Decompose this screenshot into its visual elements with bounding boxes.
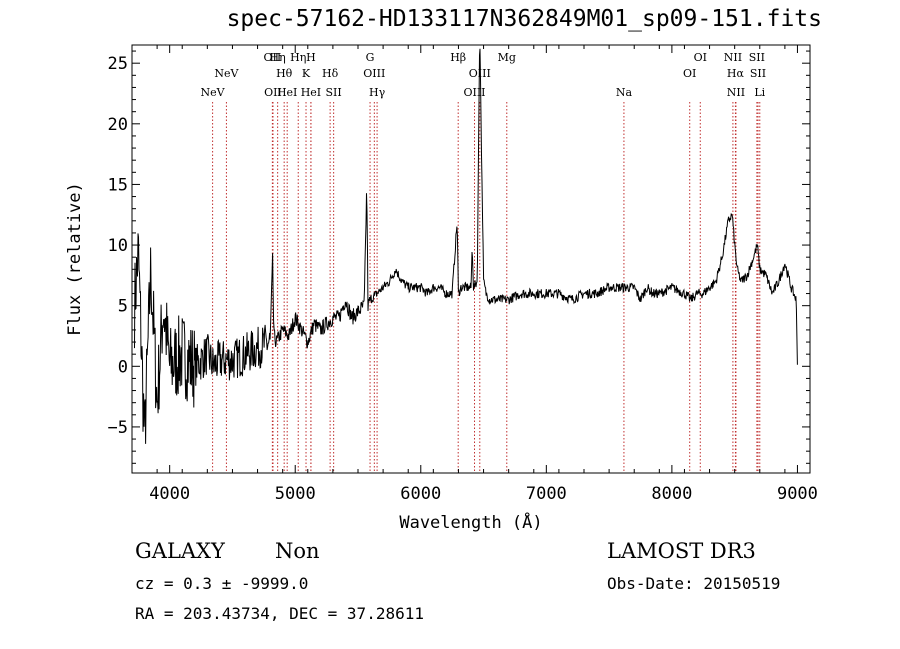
y-tick-label: 15 <box>108 175 128 195</box>
y-axis-label: Flux (relative) <box>65 182 85 336</box>
x-tick-label: 9000 <box>777 484 818 504</box>
ra-dec: RA = 203.43734, DEC = 37.28611 <box>135 604 424 623</box>
chart-title: spec-57162-HD133117N362849M01_sp09-151.f… <box>226 6 822 32</box>
spectral-line-label: SII <box>750 67 766 80</box>
y-tick-label: 5 <box>118 297 128 317</box>
x-axis-label: Wavelength (Å) <box>399 511 542 533</box>
spectral-line-label: Hδ <box>322 67 339 80</box>
observation-date: Obs-Date: 20150519 <box>607 574 781 593</box>
x-tick-label: 7000 <box>526 484 567 504</box>
spectral-line-label: Mg <box>498 51 516 64</box>
x-tick-label: 8000 <box>651 484 692 504</box>
y-tick-label: −5 <box>108 418 128 438</box>
spectral-line-label: OIII <box>463 86 485 99</box>
spectral-line-label: OI <box>694 51 707 64</box>
spectral-line-label: Hα <box>727 67 745 80</box>
spectral-line-label: Hη <box>290 51 306 64</box>
spectral-line-label: NeV <box>214 67 239 80</box>
flux-series-line <box>134 48 798 444</box>
spectral-line-label: OII <box>264 51 282 64</box>
y-tick-label: 10 <box>108 236 128 256</box>
spectral-line-label: G <box>366 51 375 64</box>
spectral-line-label: OIII <box>363 67 385 80</box>
redshift-cz: cz = 0.3 ± -9999.0 <box>135 574 309 593</box>
x-tick-label: 4000 <box>149 484 190 504</box>
spectral-line-label: OI <box>683 67 696 80</box>
spectral-line-label: HeI <box>277 86 297 99</box>
x-tick-label: 5000 <box>275 484 316 504</box>
spectral-line-label: SII <box>326 86 342 99</box>
spectral-line-label: H <box>306 51 316 64</box>
spectral-line-label: Li <box>754 86 765 99</box>
spectral-line-label: Hγ <box>369 86 386 99</box>
spectral-line-label: Na <box>616 86 633 99</box>
spectral-line-label: SII <box>749 51 765 64</box>
spectral-line-labels: NeVNeVOIIOIIHηHθHeIHηKHHeIHδSIIGOIIIHγHβ… <box>201 51 767 99</box>
spectral-line-label: Hη <box>270 51 286 64</box>
spectral-line-label: OII <box>264 86 282 99</box>
spectral-line-label: NII <box>724 51 742 64</box>
y-tick-label: 20 <box>108 115 128 135</box>
plot-frame <box>131 44 811 474</box>
survey-name: LAMOST DR3 <box>607 539 756 563</box>
spectral-line-label: K <box>302 67 311 80</box>
object-class: GALAXY <box>135 539 225 563</box>
spectral-line-label: Hβ <box>450 51 466 64</box>
x-tick-label: 6000 <box>400 484 441 504</box>
y-tick-label: 0 <box>118 357 128 377</box>
spectral-line-label: NII <box>727 86 745 99</box>
y-tick-label: 25 <box>108 54 128 74</box>
spectral-line-markers <box>212 102 761 473</box>
spectral-line-label: HeI <box>301 86 321 99</box>
spectral-line-label: NeV <box>201 86 226 99</box>
object-subclass: Non <box>275 539 320 563</box>
spectral-line-label: Hθ <box>276 67 293 80</box>
axis-ticks: 4000 5000 6000 7000 8000 9000 −5 0 5 10 15 20 25 <box>108 45 818 504</box>
